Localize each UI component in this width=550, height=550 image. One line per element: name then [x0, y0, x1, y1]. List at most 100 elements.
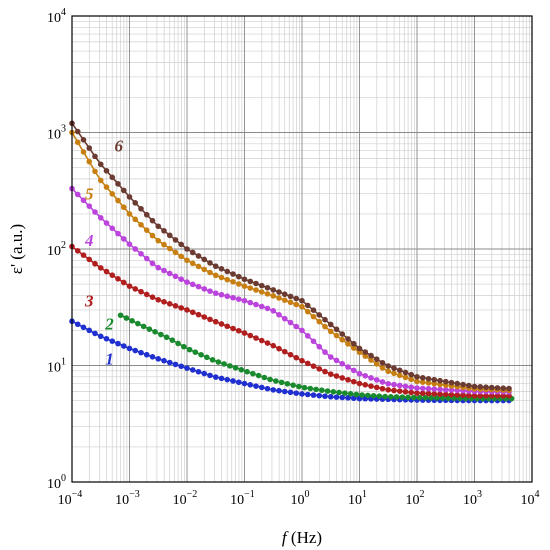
data-point	[333, 332, 340, 339]
data-point	[74, 191, 81, 198]
data-point	[241, 276, 248, 283]
data-point	[126, 194, 133, 200]
data-point	[287, 319, 294, 326]
y-tick-label: 103	[47, 124, 66, 143]
data-point	[425, 390, 432, 397]
data-point	[278, 379, 285, 386]
data-point	[370, 392, 377, 399]
data-point	[140, 323, 147, 330]
data-point	[385, 368, 392, 375]
data-point	[80, 324, 87, 331]
data-point	[241, 283, 248, 289]
data-point	[241, 330, 248, 336]
data-point	[80, 137, 87, 143]
data-point	[408, 384, 415, 391]
data-point	[258, 303, 265, 310]
data-point	[224, 323, 231, 330]
data-point	[166, 301, 173, 307]
data-point	[281, 297, 288, 303]
data-point	[333, 394, 340, 400]
data-point	[241, 297, 248, 304]
data-point	[209, 357, 216, 363]
data-point	[350, 340, 357, 347]
data-point	[483, 384, 489, 391]
data-point	[362, 382, 369, 388]
data-point	[92, 330, 98, 337]
data-point	[143, 211, 150, 218]
data-point	[270, 308, 277, 314]
data-point	[115, 181, 121, 187]
data-point	[362, 372, 369, 379]
data-point	[207, 288, 213, 294]
data-point	[324, 388, 331, 394]
data-point	[483, 392, 489, 399]
data-point	[304, 333, 311, 339]
data-point	[258, 289, 265, 295]
data-point	[327, 354, 334, 360]
data-point	[425, 380, 432, 386]
data-point	[310, 338, 317, 345]
data-point	[86, 203, 93, 209]
data-point	[465, 382, 472, 389]
data-point	[189, 249, 196, 256]
data-point	[290, 382, 296, 388]
data-point	[143, 227, 150, 233]
data-point	[218, 321, 225, 327]
data-point	[414, 390, 420, 396]
data-point	[270, 387, 277, 393]
data-point	[97, 333, 104, 340]
axis-ticks: 10−4 10−3 10−2 10−1 100 101 102 103 104 100 101 102…	[47, 7, 540, 508]
data-point	[230, 279, 236, 285]
data-point	[103, 268, 110, 275]
data-point	[293, 354, 300, 361]
x-tick-label: 102	[406, 489, 425, 508]
data-point	[408, 371, 415, 378]
data-point	[373, 356, 380, 362]
data-point	[184, 257, 190, 264]
data-point	[230, 378, 236, 384]
data-point	[169, 337, 176, 343]
y-tick-label: 101	[47, 357, 66, 376]
data-point	[149, 217, 156, 224]
x-tick-label: 10−1	[230, 489, 255, 508]
data-point	[299, 297, 305, 304]
data-point	[195, 263, 202, 270]
data-point	[207, 372, 213, 379]
data-point	[224, 268, 231, 275]
data-point	[350, 345, 357, 351]
data-point	[425, 385, 432, 392]
data-point	[235, 296, 242, 303]
data-point	[454, 380, 461, 387]
y-axis-label: ε' (a.u.)	[7, 224, 26, 274]
data-point	[207, 316, 213, 323]
data-point	[138, 221, 144, 228]
curve-label-4: 4	[84, 231, 94, 250]
data-point	[74, 321, 81, 328]
data-point	[80, 149, 87, 155]
data-point	[276, 387, 282, 394]
data-point	[132, 286, 139, 292]
data-point	[333, 373, 340, 379]
data-point	[224, 276, 231, 283]
data-point	[333, 357, 340, 364]
data-point	[356, 370, 363, 377]
data-point	[135, 320, 141, 327]
data-point	[195, 311, 202, 318]
data-point	[270, 293, 277, 299]
data-point	[396, 382, 403, 389]
series-3	[69, 243, 512, 399]
data-point	[132, 347, 139, 354]
data-point	[402, 374, 409, 381]
data-point	[316, 366, 323, 372]
curve-label-2: 2	[104, 314, 114, 333]
data-point	[437, 377, 443, 384]
data-point	[120, 236, 127, 242]
data-point	[385, 387, 392, 393]
data-point	[126, 211, 133, 217]
data-point	[80, 252, 87, 258]
data-point	[488, 392, 495, 399]
data-point	[161, 241, 167, 248]
data-point	[120, 279, 127, 286]
data-point	[296, 383, 302, 390]
data-point	[293, 390, 300, 396]
